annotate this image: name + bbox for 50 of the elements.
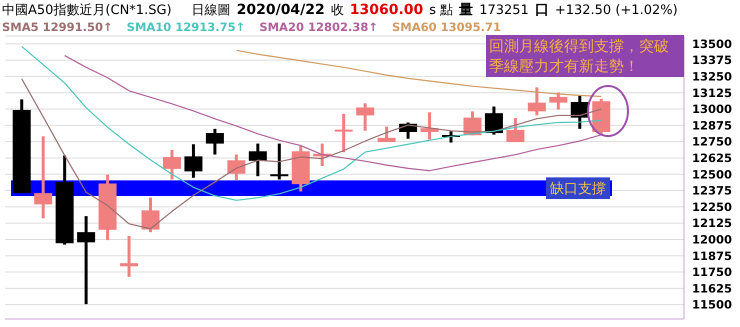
text: 口 (534, 1, 549, 19)
y-tick-label: 12500 (692, 167, 732, 182)
y-tick-label: 12625 (692, 151, 732, 166)
annotation: 回測月線後得到支撐，突破季線壓力才有新走勢！ (486, 35, 684, 77)
y-tick-label: 12875 (692, 118, 732, 132)
y-tick-label: 11500 (692, 298, 732, 312)
candlestick (142, 198, 160, 232)
candlestick (34, 136, 52, 218)
candlestick (334, 114, 353, 152)
y-tick-label: 13375 (692, 53, 732, 68)
text: 收 (330, 2, 344, 19)
candlestick (162, 150, 181, 180)
text: 量 (459, 1, 474, 19)
candlestick (549, 92, 568, 110)
y-tick-label: 13125 (692, 86, 732, 100)
chart-title: 中國A50指數近月(CN*1.SG) (2, 2, 172, 19)
candlestick (420, 112, 439, 140)
y-tick-label: 11875 (692, 248, 732, 263)
candlestick (206, 128, 224, 155)
y-tick-label: 13500 (692, 36, 732, 51)
candlestick (484, 106, 503, 135)
text: s 點 (429, 2, 454, 19)
candlestick (248, 144, 267, 176)
y-tick-label: 12250 (692, 200, 732, 214)
candlestick (378, 126, 396, 142)
text: SMA5 12991.50↑ (2, 20, 113, 34)
y-tick-label: 13250 (692, 70, 732, 84)
candlestick (77, 216, 96, 304)
y-tick-label: 12375 (692, 184, 732, 198)
candlestick (356, 103, 374, 131)
y-tick-label: 12000 (692, 232, 732, 247)
y-tick-label: 13000 (692, 102, 732, 116)
y-tick-label: 11750 (692, 265, 732, 280)
text: SMA10 12913.75↑ (126, 20, 246, 34)
candlestick (120, 236, 138, 277)
band-label: 缺口支撐 (550, 181, 606, 198)
y-tick-label: 12125 (692, 216, 732, 230)
candlestick (184, 144, 202, 178)
chart-subtitle: 日線圖 (192, 2, 231, 19)
text: 13060.00 (350, 2, 424, 18)
candlestick (528, 87, 546, 116)
text: 173251 (479, 3, 529, 18)
y-tick-label: 11625 (692, 281, 732, 296)
text: 2020/04/22 (236, 2, 325, 18)
y-tick-label: 12750 (692, 134, 732, 149)
candlestick (270, 144, 288, 180)
text: SMA20 12802.38↑ (259, 20, 378, 34)
candlestick (506, 118, 524, 142)
text: +132.50 (+1.02%) (554, 3, 678, 18)
text: SMA60 13095.71 (392, 20, 501, 34)
